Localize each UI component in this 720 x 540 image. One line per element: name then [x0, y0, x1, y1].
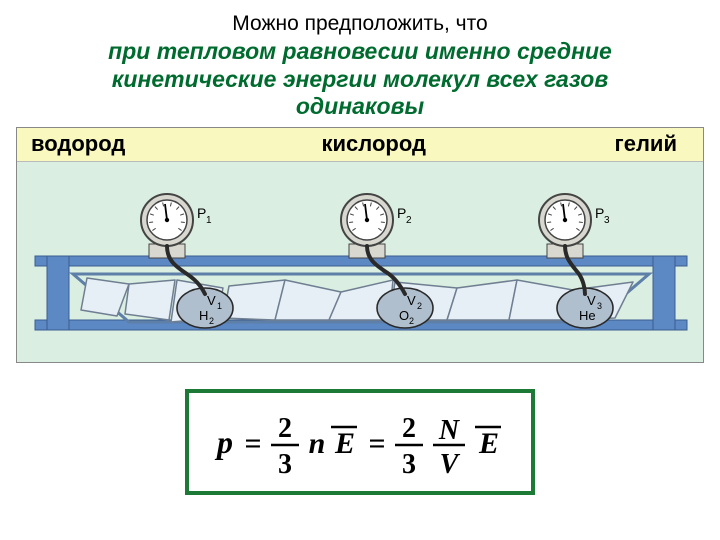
svg-text:=: = — [368, 427, 385, 460]
gas-labels-row: водород кислород гелий — [17, 128, 703, 162]
lead-text: Можно предположить, что — [16, 12, 704, 36]
svg-text:2: 2 — [406, 215, 412, 226]
diagram-container: водород кислород гелий V1H2V2O2V3HeP1P2P… — [16, 127, 704, 363]
svg-text:N: N — [438, 415, 461, 446]
svg-text:3: 3 — [402, 449, 416, 480]
svg-text:1: 1 — [206, 215, 212, 226]
label-hydrogen: водород — [17, 131, 250, 157]
svg-text:P: P — [197, 205, 206, 221]
apparatus-diagram: V1H2V2O2V3HeP1P2P3 — [17, 162, 703, 362]
svg-text:n: n — [309, 427, 326, 460]
svg-text:3: 3 — [597, 301, 602, 311]
formula-box: p=23nE=23NVE — [185, 389, 535, 495]
svg-text:=: = — [244, 427, 261, 460]
emphasis-block: при тепловом равновесии именно средние к… — [16, 38, 704, 121]
label-oxygen: кислород — [250, 131, 497, 157]
emph-line-3: одинаковы — [296, 93, 424, 119]
emph-line-1: при тепловом равновесии именно средние — [108, 38, 612, 64]
svg-text:2: 2 — [417, 301, 422, 311]
svg-text:V: V — [407, 293, 416, 308]
svg-text:E: E — [334, 427, 355, 460]
svg-text:V: V — [440, 449, 461, 480]
svg-text:2: 2 — [409, 316, 414, 326]
svg-text:1: 1 — [217, 301, 222, 311]
svg-text:2: 2 — [402, 413, 416, 444]
svg-text:P: P — [595, 205, 604, 221]
emph-line-2: кинетические энергии молекул всех газов — [112, 66, 608, 92]
svg-text:O: O — [399, 308, 409, 323]
svg-text:H: H — [199, 308, 208, 323]
svg-text:2: 2 — [209, 316, 214, 326]
svg-text:He: He — [579, 308, 596, 323]
svg-text:3: 3 — [604, 215, 610, 226]
svg-text:P: P — [397, 205, 406, 221]
svg-text:E: E — [478, 427, 499, 460]
svg-text:p: p — [214, 424, 233, 460]
svg-text:V: V — [587, 293, 596, 308]
svg-text:3: 3 — [278, 449, 292, 480]
label-helium: гелий — [497, 131, 703, 157]
svg-text:V: V — [207, 293, 216, 308]
svg-text:2: 2 — [278, 413, 292, 444]
